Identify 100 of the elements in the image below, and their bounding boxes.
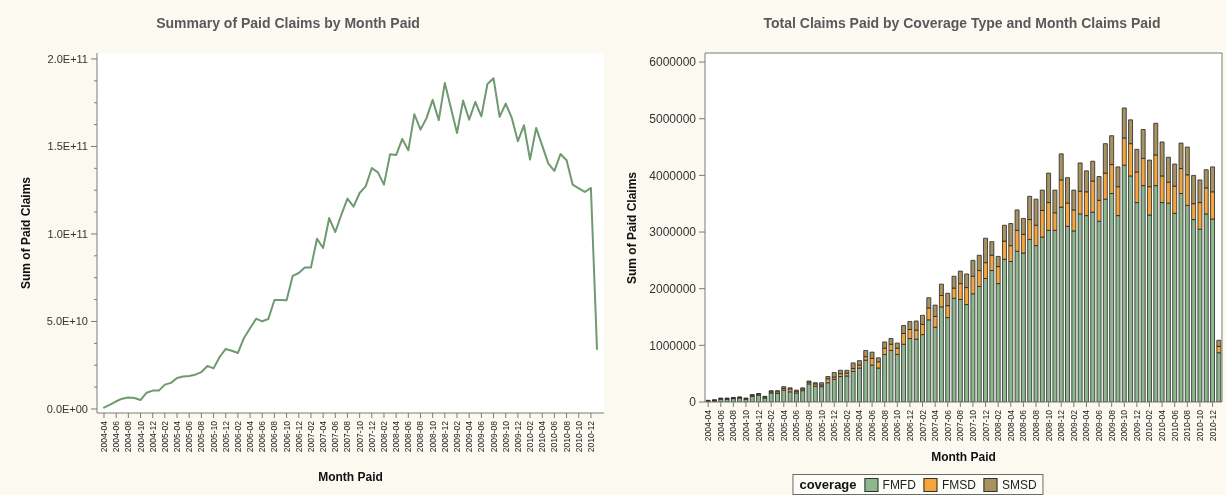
y-tick-label: 4000000: [649, 168, 697, 183]
x-tick-label: 2006-06: [867, 409, 878, 442]
x-tick-label: 2006-10: [892, 409, 903, 442]
x-tick-label: 2005-06: [184, 420, 195, 453]
x-tick-label: 2007-02: [305, 420, 316, 453]
y-tick-label: 5000000: [649, 111, 697, 126]
legend-label: FMFD: [882, 477, 916, 492]
x-tick-label: 2006-08: [879, 409, 890, 442]
x-tick-label: 2004-06: [715, 409, 726, 442]
x-tick-label: 2008-04: [391, 420, 402, 453]
x-tick-label: 2005-04: [172, 420, 183, 453]
x-tick-label: 2008-06: [1018, 409, 1029, 442]
x-tick-label: 2009-10: [1119, 409, 1130, 442]
x-tick-label: 2009-08: [1106, 409, 1117, 442]
x-tick-label: 2009-10: [500, 420, 511, 453]
x-tick-label: 2006-04: [245, 420, 256, 453]
y-tick-label: 2000000: [649, 281, 697, 296]
x-tick-label: 2010-12: [585, 420, 596, 453]
x-tick-label: 2007-02: [917, 409, 928, 442]
x-tick-label: 2007-04: [930, 409, 941, 442]
y-tick-label: 6000000: [649, 55, 697, 70]
x-tick-label: 2008-02: [993, 409, 1004, 442]
x-tick-label: 2010-02: [525, 420, 536, 453]
legend-title: coverage: [799, 477, 857, 492]
legend-label: SMSD: [1001, 477, 1037, 492]
x-tick-label: 2004-10: [135, 420, 146, 453]
x-tick-label: 2009-04: [464, 420, 475, 453]
x-tick-label: 2009-12: [1131, 409, 1142, 442]
x-tick-label: 2004-10: [740, 409, 751, 442]
x-tick-label: 2007-06: [330, 420, 341, 453]
x-tick-label: 2004-08: [728, 409, 739, 442]
x-axis-title: Month Paid: [931, 450, 996, 464]
x-tick-label: 2006-02: [841, 409, 852, 442]
x-tick-label: 2010-04: [1157, 409, 1168, 442]
x-tick-label: 2005-06: [791, 409, 802, 442]
x-tick-label: 2008-12: [439, 420, 450, 453]
x-tick-label: 2009-04: [1081, 409, 1092, 442]
y-tick-label: 0.0E+00: [46, 402, 88, 415]
x-tick-label: 2009-02: [451, 420, 462, 453]
x-tick-label: 2007-12: [366, 420, 377, 453]
x-tick-label: 2004-04: [98, 420, 109, 453]
x-tick-label: 2004-12: [147, 420, 158, 453]
x-tick-label: 2005-08: [804, 409, 815, 442]
x-tick-label: 2006-12: [293, 420, 304, 453]
y-axis-title: Sum of Paid Claims: [625, 171, 639, 284]
x-tick-label: 2004-06: [111, 420, 122, 453]
x-tick-label: 2010-04: [537, 420, 548, 453]
y-tick-label: 5.0E+10: [46, 315, 88, 328]
x-tick-label: 2009-08: [488, 420, 499, 453]
x-tick-label: 2005-04: [778, 409, 789, 442]
x-tick-label: 2009-06: [476, 420, 487, 453]
x-tick-label: 2008-06: [403, 420, 414, 453]
x-tick-label: 2007-10: [354, 420, 365, 453]
x-tick-label: 2005-12: [220, 420, 231, 453]
x-tick-label: 2010-06: [549, 420, 560, 453]
x-tick-label: 2008-12: [1056, 409, 1067, 442]
x-tick-label: 2006-12: [904, 409, 915, 442]
x-tick-label: 2010-10: [573, 420, 584, 453]
x-tick-label: 2008-08: [1030, 409, 1041, 442]
x-tick-label: 2007-12: [980, 409, 991, 442]
y-axis-title: Sum of Paid Claims: [19, 176, 33, 290]
x-tick-label: 2008-10: [1043, 409, 1054, 442]
x-tick-label: 2005-10: [816, 409, 827, 442]
x-tick-label: 2010-10: [1194, 409, 1205, 442]
x-tick-label: 2006-10: [281, 420, 292, 453]
y-tick-label: 2.0E+11: [47, 52, 88, 65]
x-tick-label: 2009-06: [1094, 409, 1105, 442]
x-tick-label: 2005-12: [829, 409, 840, 442]
x-tick-label: 2005-08: [196, 420, 207, 453]
x-tick-label: 2005-10: [208, 420, 219, 453]
x-tick-label: 2007-04: [318, 420, 329, 453]
x-tick-label: 2010-02: [1144, 409, 1155, 442]
x-tick-label: 2008-02: [378, 420, 389, 453]
y-tick-label: 1000000: [649, 338, 697, 353]
legend-label: FMSD: [941, 477, 976, 492]
x-tick-label: 2007-10: [967, 409, 978, 442]
x-axis-title: Month Paid: [318, 470, 383, 484]
x-tick-label: 2006-06: [257, 420, 268, 453]
x-tick-label: 2006-02: [232, 420, 243, 453]
chart-title: Total Claims Paid by Coverage Type and Month Claims Paid: [763, 15, 1161, 31]
x-tick-label: 2007-08: [342, 420, 353, 453]
x-tick-label: 2009-02: [1068, 409, 1079, 442]
x-tick-label: 2005-02: [159, 420, 170, 453]
y-tick-label: 0: [689, 395, 697, 410]
x-tick-label: 2004-08: [123, 420, 134, 453]
y-tick-label: 1.0E+11: [47, 227, 88, 240]
x-tick-label: 2007-08: [955, 409, 966, 442]
x-tick-label: 2010-12: [1207, 409, 1218, 442]
chart-title: Summary of Paid Claims by Month Paid: [156, 15, 420, 31]
x-tick-label: 2007-06: [942, 409, 953, 442]
x-tick-label: 2006-08: [269, 420, 280, 453]
x-tick-label: 2008-08: [415, 420, 426, 453]
x-tick-label: 2010-08: [1182, 409, 1193, 442]
y-tick-label: 3000000: [649, 225, 697, 240]
x-tick-label: 2004-04: [703, 409, 714, 442]
x-tick-label: 2005-02: [766, 409, 777, 442]
x-tick-label: 2008-10: [427, 420, 438, 453]
y-tick-label: 1.5E+11: [47, 140, 88, 153]
x-tick-label: 2004-12: [753, 409, 764, 442]
x-tick-label: 2009-12: [512, 420, 523, 453]
